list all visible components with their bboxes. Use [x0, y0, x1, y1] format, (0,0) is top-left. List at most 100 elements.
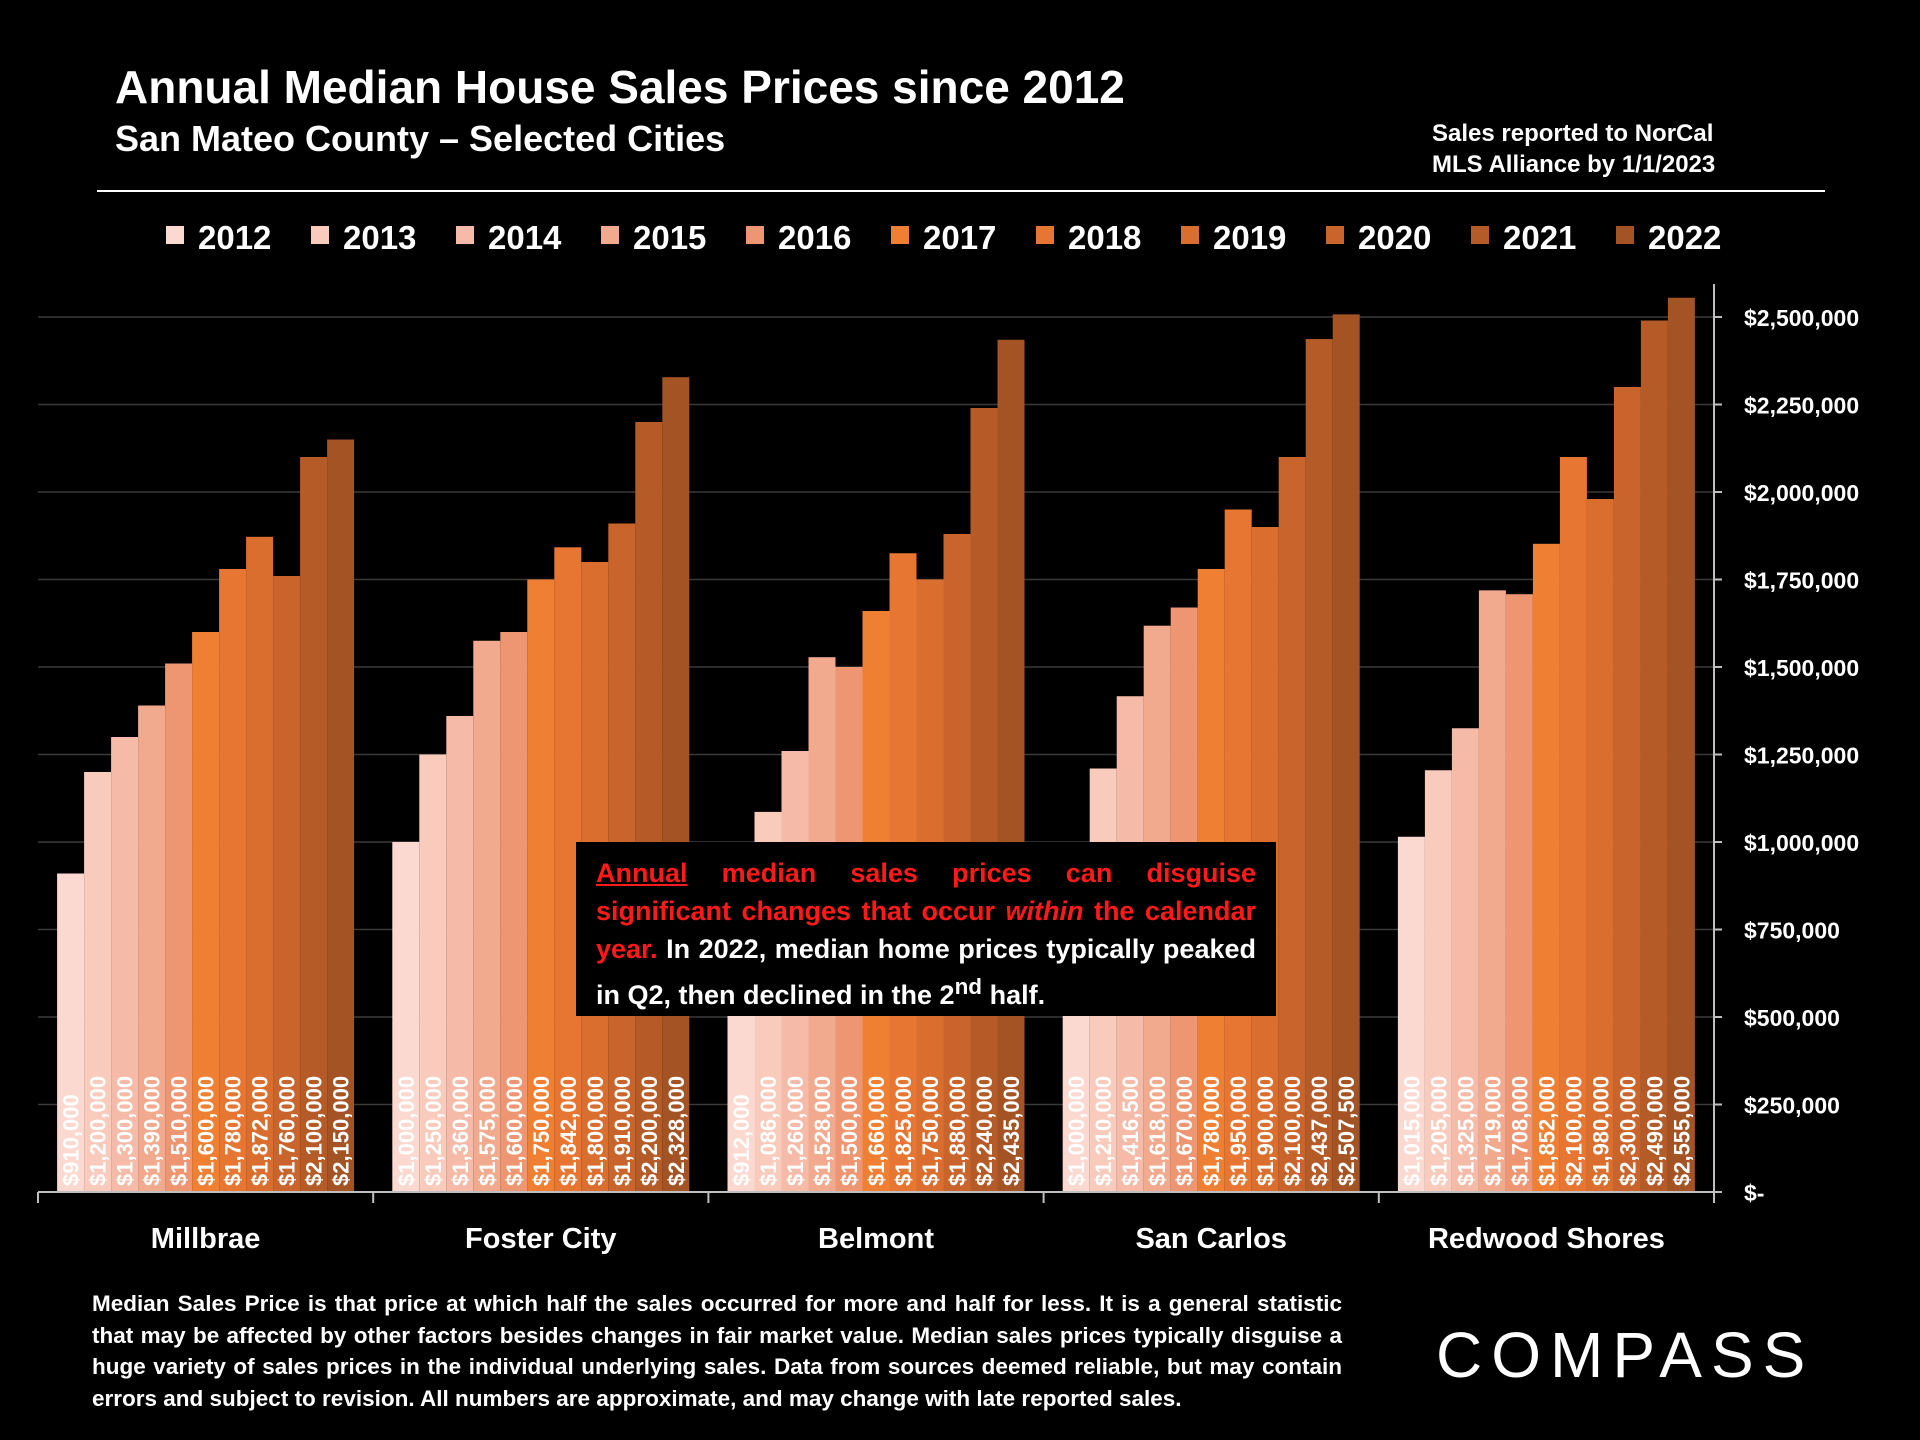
bar-2016: [165, 663, 193, 1192]
bar-2019: [1586, 499, 1614, 1192]
data-label: $1,825,000: [891, 1076, 916, 1186]
data-label: $1,660,000: [864, 1076, 889, 1186]
legend-label-2017: 2017: [923, 219, 996, 256]
data-label: $1,910,000: [610, 1076, 635, 1186]
bar-2020: [1613, 387, 1641, 1192]
footnote: Median Sales Price is that price at whic…: [92, 1291, 1342, 1411]
bar-2021: [635, 422, 663, 1192]
annotation-white-end: half.: [989, 980, 1046, 1010]
data-label: $1,500,000: [837, 1076, 862, 1186]
category-label: Redwood Shores: [1428, 1223, 1665, 1255]
data-label: $1,950,000: [1226, 1076, 1251, 1186]
compass-logo: COMPASS: [1436, 1319, 1815, 1391]
chart-title: Annual Median House Sales Prices since 2…: [115, 61, 1125, 113]
legend-label-2022: 2022: [1648, 219, 1721, 256]
data-label: $1,750,000: [918, 1076, 943, 1186]
bar-2021: [970, 408, 998, 1192]
annotation-superscript: nd: [954, 974, 983, 999]
data-label: $1,800,000: [583, 1076, 608, 1186]
legend-swatch-2016: [746, 226, 764, 244]
annotation-white-part: In 2022, median home prices typically pe…: [596, 934, 1256, 1010]
data-label: $2,555,000: [1669, 1076, 1694, 1186]
legend-label-2013: 2013: [343, 219, 416, 256]
bar-2022: [327, 439, 355, 1192]
data-label: $1,528,000: [810, 1076, 835, 1186]
data-label: $1,416,500: [1118, 1076, 1143, 1186]
data-label: $1,300,000: [113, 1076, 138, 1186]
legend-swatch-2013: [311, 226, 329, 244]
bar-2016: [500, 632, 528, 1192]
data-label: $2,328,000: [664, 1076, 689, 1186]
legend-swatch-2019: [1181, 226, 1199, 244]
bar-2016: [1505, 594, 1533, 1192]
data-label: $1,600,000: [194, 1076, 219, 1186]
data-label: $1,325,000: [1453, 1076, 1478, 1186]
legend-swatch-2012: [166, 226, 184, 244]
y-tick-label: $1,000,000: [1744, 830, 1859, 856]
legend-swatch-2020: [1326, 226, 1344, 244]
legend-label-2014: 2014: [488, 219, 562, 256]
annotation-red-part-1: median sales prices can disguise signifi…: [596, 858, 1256, 926]
y-tick-label: $750,000: [1744, 918, 1840, 944]
legend-label-2012: 2012: [198, 219, 271, 256]
bar-2015: [473, 640, 501, 1192]
bar-2019: [246, 536, 274, 1192]
bar-2020: [273, 576, 301, 1192]
bar-2017: [527, 579, 555, 1192]
data-label: $1,000,000: [1064, 1076, 1089, 1186]
data-label: $1,600,000: [502, 1076, 527, 1186]
data-label: $1,852,000: [1534, 1076, 1559, 1186]
data-label: $1,618,000: [1145, 1076, 1170, 1186]
bar-2014: [1451, 728, 1479, 1192]
bar-2017: [1532, 543, 1560, 1192]
chart-subtitle: San Mateo County – Selected Cities: [115, 118, 726, 159]
data-label: $1,000,000: [394, 1076, 419, 1186]
bar-2012: [57, 873, 85, 1192]
data-label: $1,200,000: [86, 1076, 111, 1186]
y-tick-label: $-: [1744, 1180, 1764, 1206]
legend-swatch-2015: [601, 226, 619, 244]
data-label: $2,200,000: [637, 1076, 662, 1186]
legend-label-2015: 2015: [633, 219, 706, 256]
legend-label-2021: 2021: [1503, 219, 1576, 256]
data-label: $1,719,000: [1480, 1076, 1505, 1186]
bar-2013: [1424, 770, 1452, 1192]
data-label: $1,210,000: [1091, 1076, 1116, 1186]
y-tick-label: $1,750,000: [1744, 568, 1859, 594]
data-label: $2,100,000: [302, 1076, 327, 1186]
bar-2013: [419, 754, 447, 1192]
data-label: $1,575,000: [475, 1076, 500, 1186]
data-label: $1,750,000: [529, 1076, 554, 1186]
data-label: $2,435,000: [999, 1076, 1024, 1186]
bar-2020: [1278, 457, 1306, 1192]
y-tick-label: $1,500,000: [1744, 655, 1859, 681]
legend-swatch-2014: [456, 226, 474, 244]
legend-label-2018: 2018: [1068, 219, 1141, 256]
y-tick-label: $250,000: [1744, 1093, 1840, 1119]
bar-2015: [1478, 590, 1506, 1192]
source-line-2: MLS Alliance by 1/1/2023: [1432, 151, 1716, 178]
source-note: Sales reported to NorCal MLS Alliance by…: [1432, 118, 1715, 180]
data-label: $1,015,000: [1399, 1076, 1424, 1186]
data-label: $2,300,000: [1615, 1076, 1640, 1186]
bar-2017: [192, 632, 220, 1192]
data-label: $910,000: [59, 1094, 84, 1186]
data-label: $1,980,000: [1588, 1076, 1613, 1186]
source-line-1: Sales reported to NorCal: [1432, 120, 1714, 147]
data-label: $1,205,000: [1426, 1076, 1451, 1186]
data-label: $1,780,000: [1199, 1076, 1224, 1186]
data-label: $2,100,000: [1280, 1076, 1305, 1186]
data-label: $1,260,000: [783, 1076, 808, 1186]
bar-2021: [1305, 339, 1333, 1192]
y-tick-label: $500,000: [1744, 1005, 1840, 1031]
bar-2022: [662, 377, 690, 1192]
legend-label-2016: 2016: [778, 219, 851, 256]
bar-2022: [1667, 297, 1695, 1192]
data-label: $1,842,000: [556, 1076, 581, 1186]
category-label: Millbrae: [151, 1223, 261, 1255]
bar-2021: [300, 457, 328, 1192]
bar-2012: [1397, 836, 1425, 1192]
data-label: $1,760,000: [275, 1076, 300, 1186]
bar-2021: [1640, 320, 1668, 1192]
